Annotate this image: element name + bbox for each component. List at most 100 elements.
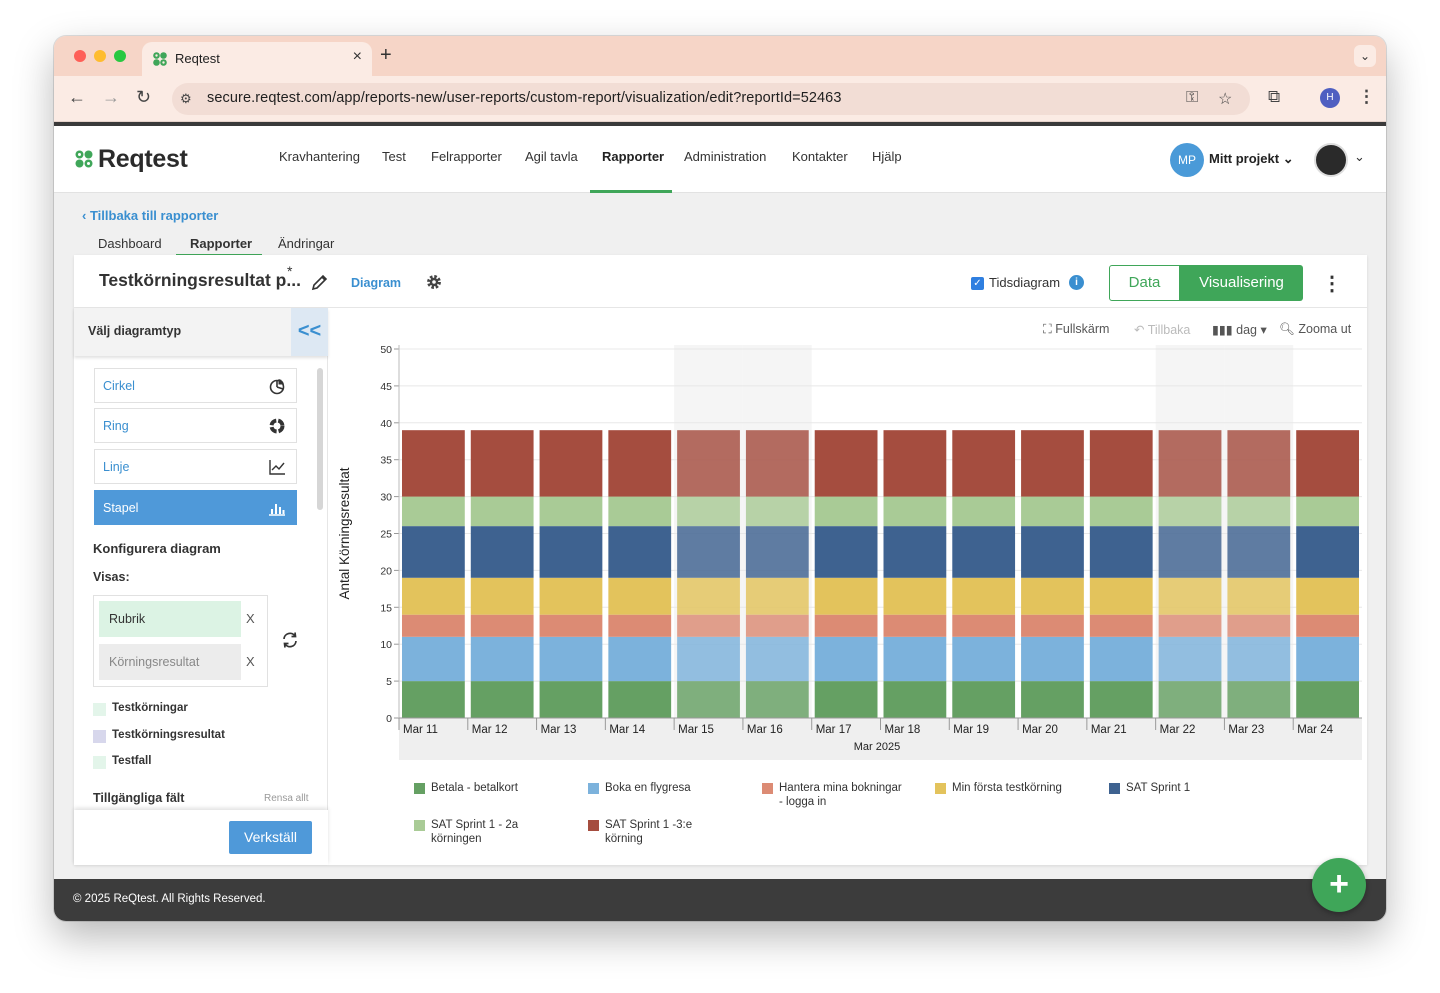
user-menu-chevron-icon[interactable]: ⌄ bbox=[1354, 149, 1365, 164]
undo-button[interactable]: ↶ Tillbaka bbox=[1134, 322, 1190, 337]
extensions-puzzle-icon[interactable]: ⧉ bbox=[1268, 87, 1281, 106]
visualisering-button[interactable]: Visualisering bbox=[1180, 265, 1303, 301]
panel-scrollbar[interactable] bbox=[317, 368, 323, 510]
nav-kravhantering[interactable]: Kravhantering bbox=[279, 149, 360, 164]
back-arrow-icon[interactable]: ← bbox=[68, 87, 86, 107]
field-color-swatch bbox=[93, 730, 106, 743]
shown-field-rubrik[interactable]: Rubrik bbox=[99, 601, 241, 637]
diagram-link[interactable]: Diagram bbox=[351, 276, 402, 290]
bar-segment bbox=[745, 636, 809, 682]
nav-agil-tavla[interactable]: Agil tavla bbox=[525, 149, 578, 164]
collapse-panel-icon[interactable]: << bbox=[291, 308, 328, 356]
reload-icon[interactable]: ↻ bbox=[136, 87, 152, 107]
bar-segment bbox=[952, 681, 1016, 718]
bar-segment bbox=[814, 430, 878, 497]
x-tick-label: Mar 13 bbox=[541, 724, 577, 736]
bar-segment bbox=[1089, 430, 1153, 497]
report-title: Testkörningsresultat p... bbox=[99, 270, 301, 290]
chart-type-ring[interactable]: Ring bbox=[94, 408, 297, 443]
bar-segment bbox=[402, 430, 465, 497]
remove-korningsresultat-icon[interactable]: X bbox=[246, 654, 255, 669]
add-fab-button[interactable]: + bbox=[1312, 858, 1366, 912]
chart-type-cirkel[interactable]: Cirkel bbox=[94, 368, 297, 403]
data-button[interactable]: Data bbox=[1109, 265, 1180, 301]
bar-segment bbox=[883, 526, 947, 578]
gear-icon[interactable] bbox=[425, 273, 443, 291]
legend-swatch bbox=[414, 820, 425, 831]
project-avatar[interactable]: MP bbox=[1170, 143, 1204, 177]
browser-menu-icon[interactable]: ⋮ bbox=[1358, 87, 1375, 106]
address-bar[interactable]: ⚙ secure.reqtest.com/app/reports-new/use… bbox=[172, 83, 1250, 115]
stacked-bar-chart: 0 5 10 15 20 25 30 35 40 45 50 Antal Körningsresult… bbox=[337, 344, 1362, 760]
window-minimize-button[interactable] bbox=[94, 50, 106, 62]
forward-arrow-icon[interactable]: → bbox=[102, 87, 120, 107]
bar-segment bbox=[608, 526, 672, 578]
zoom-out-button[interactable]: 🔍︎ Zooma ut bbox=[1279, 322, 1351, 337]
window-close-button[interactable] bbox=[74, 50, 86, 62]
app-footer: © 2025 ReQtest. All Rights Reserved. bbox=[54, 879, 1386, 921]
browser-profile-avatar[interactable]: H bbox=[1320, 88, 1340, 108]
y-tick-label: 20 bbox=[380, 565, 392, 577]
more-options-icon[interactable]: ⋮ bbox=[1322, 273, 1342, 295]
bar-segment bbox=[539, 526, 603, 578]
nav-felrapporter[interactable]: Felrapporter bbox=[431, 149, 502, 164]
apply-button[interactable]: Verkställ bbox=[229, 821, 312, 854]
bar-segment bbox=[814, 681, 878, 718]
clear-all-link[interactable]: Rensa allt bbox=[264, 793, 309, 804]
pencil-icon[interactable] bbox=[310, 272, 330, 292]
x-tick-label: Mar 17 bbox=[816, 724, 852, 736]
fullscreen-button[interactable]: ⛶ Fullskärm bbox=[1043, 322, 1109, 337]
site-settings-icon[interactable]: ⚙ bbox=[180, 91, 192, 106]
nav-hjalp[interactable]: Hjälp bbox=[872, 149, 902, 164]
bar-segment bbox=[677, 430, 740, 497]
new-tab-button[interactable]: + bbox=[380, 44, 392, 66]
info-icon[interactable]: i bbox=[1069, 275, 1084, 290]
bar-segment bbox=[1296, 526, 1359, 578]
unsaved-marker: * bbox=[287, 263, 293, 279]
nav-kontakter[interactable]: Kontakter bbox=[792, 149, 848, 164]
reqtest-logo[interactable]: Reqtest bbox=[74, 144, 188, 174]
fullscreen-label: Fullskärm bbox=[1055, 322, 1110, 336]
bar-segment bbox=[814, 526, 878, 578]
legend-swatch bbox=[762, 783, 773, 794]
remove-rubrik-icon[interactable]: X bbox=[246, 611, 255, 626]
nav-test[interactable]: Test bbox=[382, 149, 406, 164]
bar-segment bbox=[1158, 681, 1222, 718]
refresh-icon[interactable] bbox=[281, 631, 299, 649]
bookmark-star-icon[interactable]: ☆ bbox=[1218, 91, 1233, 108]
x-tick-label: Mar 12 bbox=[472, 724, 508, 736]
nav-active-indicator bbox=[590, 190, 672, 193]
chart-type-linje[interactable]: Linje bbox=[94, 449, 297, 484]
field-color-swatch bbox=[93, 703, 106, 716]
tab-search-chevron-icon[interactable]: ⌄ bbox=[1354, 45, 1376, 67]
browser-tab[interactable]: Reqtest × bbox=[142, 42, 372, 76]
user-avatar[interactable] bbox=[1314, 143, 1348, 177]
interval-dropdown[interactable]: ▮▮▮ dag ▾ bbox=[1212, 322, 1267, 337]
bar-segment bbox=[814, 496, 878, 527]
url-text[interactable]: secure.reqtest.com/app/reports-new/user-… bbox=[207, 90, 842, 106]
field-label: Testkörningsresultat bbox=[112, 729, 225, 741]
back-to-reports-link[interactable]: ‹ Tillbaka till rapporter bbox=[82, 208, 218, 223]
legend-swatch bbox=[588, 783, 599, 794]
nav-rapporter[interactable]: Rapporter bbox=[602, 149, 665, 164]
subtab-dashboard[interactable]: Dashboard bbox=[98, 236, 162, 251]
shown-field-korningsresultat[interactable]: Körningsresultat bbox=[99, 644, 241, 680]
bar-segment bbox=[1296, 496, 1359, 527]
tab-close-icon[interactable]: × bbox=[352, 48, 362, 65]
bar-chart-icon: ▮▮▮ bbox=[1212, 323, 1233, 337]
window-zoom-button[interactable] bbox=[114, 50, 126, 62]
panel-header: Välj diagramtyp << bbox=[74, 308, 328, 356]
tidsdiagram-checkbox[interactable]: ✓ bbox=[971, 277, 984, 290]
subtab-andringar[interactable]: Ändringar bbox=[278, 236, 335, 251]
password-key-icon[interactable]: ⚿ bbox=[1186, 89, 1199, 106]
subtab-rapporter[interactable]: Rapporter bbox=[190, 236, 253, 251]
project-selector[interactable]: Mitt projekt ⌄ bbox=[1209, 151, 1294, 167]
chart-type-stapel[interactable]: Stapel bbox=[94, 490, 297, 525]
nav-administration[interactable]: Administration bbox=[684, 149, 767, 164]
bar-segment bbox=[1021, 430, 1084, 497]
x-tick-label: Mar 16 bbox=[747, 724, 783, 736]
bar-segment bbox=[952, 526, 1016, 578]
chart-type-label: Cirkel bbox=[103, 379, 135, 393]
legend-label: SAT Sprint 1 bbox=[1126, 782, 1191, 794]
bar-segment bbox=[883, 614, 947, 637]
